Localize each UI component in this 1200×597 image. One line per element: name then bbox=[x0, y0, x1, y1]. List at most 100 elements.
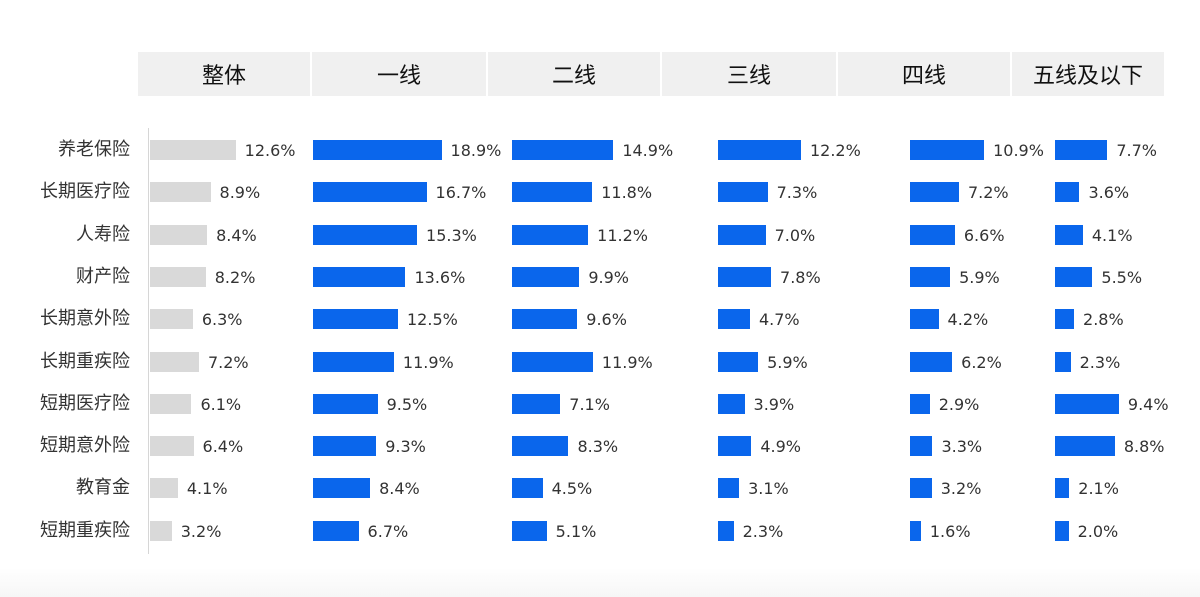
data-label-5-4: 2.8% bbox=[1083, 310, 1124, 330]
category-label: 养老保险 bbox=[58, 139, 130, 160]
bar-3-4 bbox=[718, 309, 750, 330]
data-label-2-3: 9.9% bbox=[588, 267, 629, 287]
data-label-4-2: 6.6% bbox=[963, 225, 1005, 245]
bar-5-5 bbox=[1055, 351, 1071, 372]
data-label-2-9: 5.1% bbox=[555, 521, 597, 541]
category-label: 长期重疾险 bbox=[40, 350, 130, 372]
category-label: 长期意外险 bbox=[40, 308, 130, 330]
bar-1-5 bbox=[313, 351, 394, 372]
bar-3-2 bbox=[718, 224, 766, 245]
bar-2-6 bbox=[512, 393, 561, 414]
data-label-4-4: 4.2% bbox=[947, 310, 989, 330]
bar-3-8 bbox=[718, 478, 740, 499]
bar-4-7 bbox=[910, 436, 933, 457]
bar-1-9 bbox=[313, 520, 359, 541]
bar-5-2 bbox=[1055, 224, 1083, 245]
bar-3-0 bbox=[718, 140, 801, 160]
data-label-5-0: 7.7% bbox=[1116, 141, 1158, 160]
bar-2-4 bbox=[512, 309, 578, 330]
bar-3-1 bbox=[718, 182, 768, 203]
bar-5-1 bbox=[1055, 182, 1080, 203]
data-label-2-1: 11.8% bbox=[601, 183, 653, 203]
bar-0-9 bbox=[150, 520, 172, 541]
data-label-1-6: 9.5% bbox=[386, 394, 428, 414]
bar-3-7 bbox=[718, 436, 752, 457]
bar-5-0 bbox=[1055, 140, 1108, 160]
data-label-0-5: 7.2% bbox=[207, 352, 249, 372]
category-label: 教育金 bbox=[76, 477, 130, 499]
data-label-0-2: 8.4% bbox=[216, 225, 257, 245]
data-label-3-5: 5.9% bbox=[767, 352, 808, 372]
data-label-4-5: 6.2% bbox=[961, 352, 1002, 372]
data-label-4-3: 5.9% bbox=[959, 267, 1000, 287]
bar-2-8 bbox=[512, 478, 543, 499]
panel-header-0: 整体 bbox=[138, 52, 310, 96]
bar-1-2 bbox=[313, 224, 418, 245]
panel-header-3: 三线 bbox=[662, 52, 836, 96]
bar-1-0 bbox=[313, 140, 442, 160]
bar-2-9 bbox=[512, 520, 547, 541]
bar-0-3 bbox=[150, 266, 206, 287]
data-label-4-7: 3.3% bbox=[941, 437, 983, 457]
bar-0-2 bbox=[150, 224, 208, 245]
category-label: 短期意外险 bbox=[40, 435, 130, 457]
bar-4-0 bbox=[910, 140, 985, 160]
data-label-0-4: 6.3% bbox=[201, 310, 243, 330]
data-label-1-1: 16.7% bbox=[435, 183, 487, 203]
data-label-5-5: 2.3% bbox=[1079, 352, 1121, 372]
data-label-3-3: 7.8% bbox=[780, 267, 821, 287]
panel-header-2: 二线 bbox=[488, 52, 660, 96]
data-label-3-0: 12.2% bbox=[809, 141, 861, 160]
data-label-5-6: 9.4% bbox=[1127, 394, 1169, 414]
panel-header-4: 四线 bbox=[838, 52, 1010, 96]
bar-1-7 bbox=[313, 436, 377, 457]
data-label-3-7: 4.9% bbox=[760, 437, 801, 457]
bar-1-8 bbox=[313, 478, 371, 499]
category-label: 短期重疾险 bbox=[40, 519, 130, 541]
data-label-0-1: 8.9% bbox=[219, 183, 261, 203]
data-label-1-0: 18.9% bbox=[450, 141, 502, 160]
data-label-1-7: 9.3% bbox=[385, 437, 426, 457]
data-label-3-1: 7.3% bbox=[776, 183, 818, 203]
data-label-0-8: 4.1% bbox=[186, 479, 228, 499]
data-label-1-2: 15.3% bbox=[426, 225, 477, 245]
data-label-5-8: 2.1% bbox=[1078, 479, 1119, 499]
data-label-3-4: 4.7% bbox=[758, 310, 800, 330]
data-label-2-2: 11.2% bbox=[597, 225, 648, 245]
bar-0-7 bbox=[150, 436, 194, 457]
bar-2-2 bbox=[512, 224, 589, 245]
data-label-4-1: 7.2% bbox=[967, 183, 1009, 203]
bar-2-5 bbox=[512, 351, 593, 372]
bottom-fade bbox=[0, 568, 1200, 597]
data-label-3-8: 3.1% bbox=[748, 479, 789, 499]
bar-1-4 bbox=[313, 309, 398, 330]
data-label-1-3: 13.6% bbox=[414, 267, 466, 287]
category-label: 短期医疗险 bbox=[40, 392, 130, 414]
bar-0-1 bbox=[150, 182, 211, 203]
bar-5-7 bbox=[1055, 436, 1115, 457]
bar-4-6 bbox=[910, 393, 930, 414]
bar-4-1 bbox=[910, 182, 959, 203]
data-label-3-9: 2.3% bbox=[742, 521, 784, 541]
bar-3-9 bbox=[718, 520, 734, 541]
panel-header-5: 五线及以下 bbox=[1012, 52, 1164, 96]
bar-3-5 bbox=[718, 351, 759, 372]
data-label-4-9: 1.6% bbox=[929, 521, 971, 541]
bar-4-8 bbox=[910, 478, 932, 499]
data-label-2-6: 7.1% bbox=[569, 394, 610, 414]
data-label-5-9: 2.0% bbox=[1077, 521, 1119, 541]
category-label: 人寿险 bbox=[76, 223, 130, 245]
bar-5-3 bbox=[1055, 266, 1093, 287]
bar-5-4 bbox=[1055, 309, 1075, 330]
data-label-2-8: 4.5% bbox=[551, 479, 593, 499]
bar-0-5 bbox=[150, 351, 199, 372]
bar-4-5 bbox=[910, 351, 953, 372]
bar-1-3 bbox=[313, 266, 406, 287]
data-label-5-7: 8.8% bbox=[1123, 437, 1165, 457]
bar-2-0 bbox=[512, 140, 614, 160]
data-label-1-9: 6.7% bbox=[367, 521, 409, 541]
data-label-2-0: 14.9% bbox=[622, 141, 674, 160]
bar-1-6 bbox=[313, 393, 378, 414]
bar-3-6 bbox=[718, 393, 745, 414]
